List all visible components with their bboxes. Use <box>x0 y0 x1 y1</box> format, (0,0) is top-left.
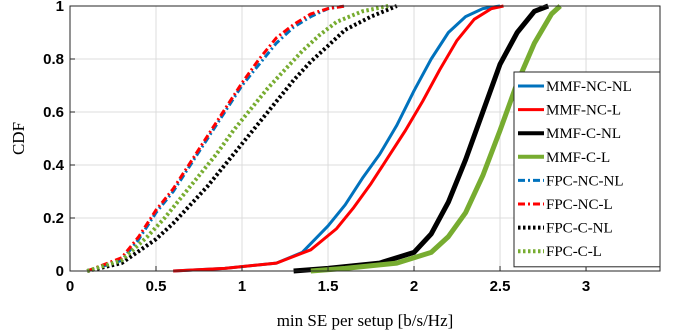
legend-label: MMF-NC-NL <box>546 79 632 95</box>
y-tick-label: 0 <box>56 263 64 280</box>
y-tick-label: 1 <box>56 0 64 15</box>
x-tick-label: 2.5 <box>490 278 511 295</box>
y-tick-label: 0.8 <box>43 51 64 68</box>
legend: MMF-NC-NL MMF-NC-L MMF-C-NL MMF-C-L FPC-NC-N… <box>513 71 661 268</box>
legend-label: FPC-NC-NL <box>546 173 624 189</box>
y-tick-label: 0.6 <box>43 104 64 121</box>
series-line-mmf-nc-l <box>173 4 504 273</box>
series-line-fpc-c-l <box>86 4 389 273</box>
series-line-fpc-nc-l <box>86 4 346 273</box>
legend-label: FPC-C-L <box>546 244 602 260</box>
legend-label: FPC-C-NL <box>546 221 613 237</box>
axis-ticks: 0 0.5 1 1.5 2 2.5 3 0 0.2 0.4 0.6 0.8 1 <box>43 0 590 295</box>
legend-label: MMF-NC-L <box>546 103 621 119</box>
legend-label: MMF-C-NL <box>546 126 621 142</box>
x-tick-label: 0.5 <box>146 278 167 295</box>
y-tick-label: 0.4 <box>43 157 65 174</box>
x-tick-label: 1.5 <box>318 278 339 295</box>
legend-box <box>513 71 661 268</box>
x-tick-label: 1 <box>238 278 246 295</box>
y-axis-title: CDF <box>9 122 28 155</box>
legend-label: FPC-NC-L <box>546 197 613 213</box>
series-line-mmf-c-l <box>310 4 562 274</box>
y-tick-label: 0.2 <box>43 210 64 227</box>
series-lines <box>86 3 562 274</box>
x-tick-label: 2 <box>410 278 418 295</box>
x-tick-label: 3 <box>582 278 590 295</box>
legend-label: MMF-C-L <box>546 150 610 166</box>
x-axis-title: min SE per setup [b/s/Hz] <box>277 311 454 330</box>
x-tick-label: 0 <box>66 278 74 295</box>
